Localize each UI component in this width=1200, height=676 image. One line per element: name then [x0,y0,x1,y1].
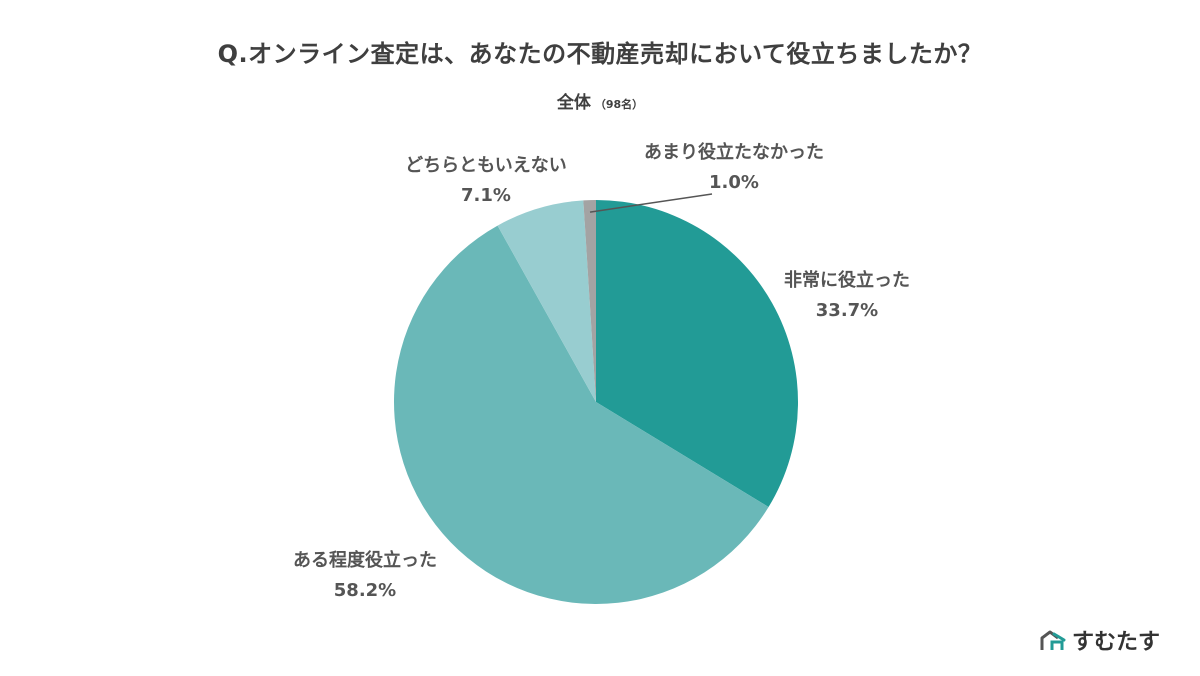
slice-label: どちらともいえない [405,155,567,176]
pie-slice [596,200,798,508]
slice-label: あまり役立たなかった [644,141,824,163]
slice-label: ある程度役立った [293,549,437,571]
house-logo-icon [1040,630,1066,650]
pie-slice [497,200,596,402]
pie-slice [583,200,596,402]
brand-name: すむたす [1071,630,1160,655]
leader-line [589,193,713,213]
brand-logo: すむたす [1040,624,1160,656]
slice-value-label: 7.1% [461,185,511,206]
chart-subtitle: 全体 （98名） [0,88,1200,113]
slice-value-label: 1.0% [709,172,759,193]
pie-slice [393,225,769,604]
slice-value-label: 33.7% [816,300,878,321]
slice-label: 非常に役立った [784,269,910,291]
respondent-count: （98名） [594,98,644,111]
chart-title: Q.オンライン査定は、あなたの不動産売却において役立ちましたか？ [217,40,983,68]
slice-value-label: 58.2% [334,580,396,601]
subtitle-label: 全体 [556,93,591,113]
